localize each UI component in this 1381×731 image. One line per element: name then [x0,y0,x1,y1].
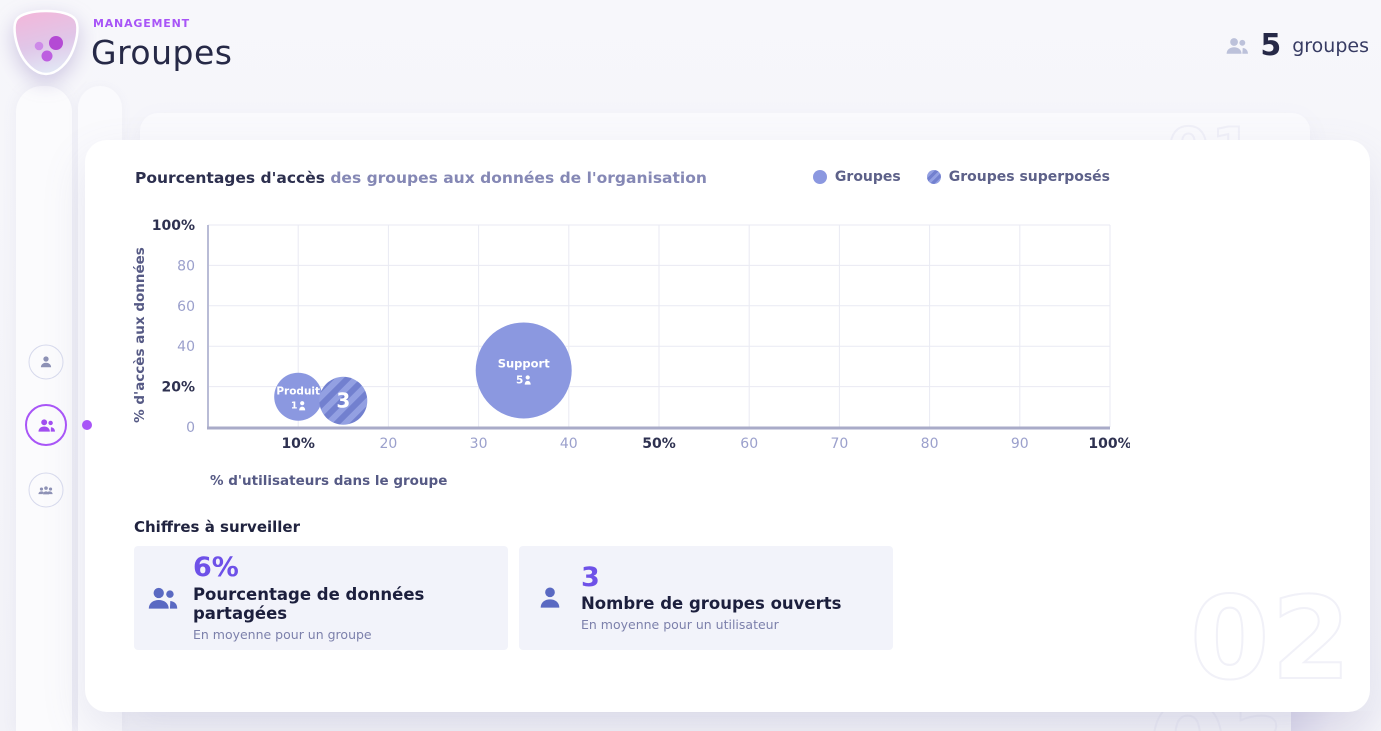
stat-label: Pourcentage de données partagées [192,584,425,623]
watermark-02: 02 [1189,572,1353,705]
chart-title-rest: des groupes aux données de l'organisatio… [324,169,707,187]
legend-item-groupes[interactable]: Groupes [812,169,901,185]
group-count-value: 5 [1260,28,1282,63]
svg-text:70: 70 [830,436,848,452]
page-title: Groupes [91,33,233,72]
community-icon [38,486,53,495]
svg-text:Support: Support [498,356,551,370]
user-icon [540,587,560,608]
svg-text:1: 1 [291,401,298,412]
shield-logo-icon [13,9,79,76]
stat-value: 6% [192,552,239,584]
chart-bubble-3[interactable]: 3 [319,376,368,425]
svg-text:40: 40 [560,436,578,452]
svg-text:% d'accès aux données: % d'accès aux données [132,247,148,423]
legend-item-groupes-superposes[interactable]: Groupes superposés [926,169,1110,185]
users-icon [149,587,178,609]
svg-text:30: 30 [470,436,488,452]
svg-text:40: 40 [177,339,195,355]
chart-title: Pourcentages d'accès des groupes aux don… [135,169,707,187]
svg-text:90: 90 [1011,436,1029,452]
svg-text:0: 0 [186,420,195,436]
sidebar-item-users[interactable] [28,344,64,380]
chart-bubble-support[interactable]: Support 5 [475,322,572,419]
svg-text:% d'utilisateurs dans le group: % d'utilisateurs dans le groupe [210,473,447,489]
stats-heading: Chiffres à surveiller [134,518,300,536]
svg-text:50%: 50% [642,436,676,452]
user-icon [40,356,52,368]
stat-label: Nombre de groupes ouverts [581,594,842,614]
stat-subtext: En moyenne pour un groupe [192,626,372,642]
groups-panel: Pourcentages d'accès des groupes aux don… [85,140,1370,712]
svg-text:Produit: Produit [276,386,320,398]
active-indicator-dot [82,420,92,430]
legend-label: Groupes [834,169,901,185]
users-icon [1226,37,1249,54]
bubble-chart-container: 10% 20 30 40 50% 60 70 80 90 100% 0 20% 40 60 80 100%% … [130,210,1132,502]
sidebar-item-groups[interactable] [25,404,67,446]
svg-text:10%: 10% [281,436,315,452]
svg-text:20: 20 [379,436,397,452]
svg-text:100%: 100% [1088,436,1130,452]
svg-text:20%: 20% [161,380,195,396]
svg-text:80: 80 [921,436,939,452]
legend-dot-striped [926,170,941,184]
svg-text:60: 60 [177,299,195,315]
stat-subtext: En moyenne pour un utilisateur [581,617,779,633]
chart-bubble-produit[interactable]: Produit 1 [274,372,323,421]
svg-text:80: 80 [177,258,195,274]
legend-dot-solid [812,170,827,184]
group-counter: 5 groupes [1225,28,1369,63]
svg-text:3: 3 [336,389,350,413]
chart-title-bold: Pourcentages d'accès [135,169,325,187]
users-icon [37,418,55,432]
sidebar-item-communities[interactable] [28,472,64,508]
section-eyebrow: MANAGEMENT [93,17,190,30]
svg-text:100%: 100% [152,218,195,234]
chart-legend: Groupes Groupes superposés [812,169,1110,185]
legend-label: Groupes superposés [948,169,1110,185]
group-count-label: groupes [1292,34,1369,57]
stat-card-shared-data: 6% Pourcentage de données partagées En m… [134,546,508,650]
svg-text:5: 5 [516,374,523,386]
app-logo [8,6,84,82]
svg-text:60: 60 [740,436,758,452]
stat-value: 3 [581,561,600,593]
stat-card-open-groups: 3 Nombre de groupes ouverts En moyenne p… [519,546,893,650]
corner-decoration [1291,711,1381,731]
bubble-chart: 10% 20 30 40 50% 60 70 80 90 100%020%406080100%% … [132,218,1132,489]
